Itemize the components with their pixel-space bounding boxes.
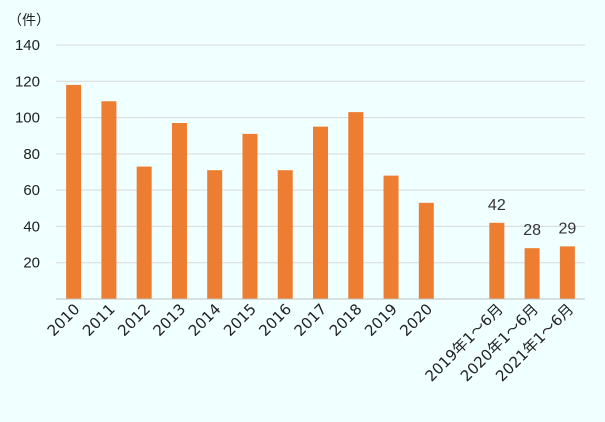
y-tick-label: 80 <box>23 146 40 163</box>
bar <box>383 175 399 299</box>
data-label: 42 <box>488 197 506 214</box>
y-axis-ticks: 20 40 60 80 100 120 140 <box>15 37 40 272</box>
x-tick-label: 2011 <box>79 300 119 340</box>
bar <box>418 202 434 299</box>
x-axis-ticks: 2010201120122013201420152016201720182019… <box>44 300 577 385</box>
bar <box>242 133 258 299</box>
bar <box>101 101 117 299</box>
bar <box>348 112 364 299</box>
data-label: 28 <box>523 222 541 239</box>
x-tick-label: 2017 <box>291 300 331 340</box>
y-tick-label: 60 <box>23 182 40 199</box>
bar <box>207 170 223 299</box>
x-tick-label: 2016 <box>255 300 295 340</box>
y-tick-label: 20 <box>23 255 40 272</box>
y-tick-label: 120 <box>15 73 40 90</box>
x-tick-label: 2010 <box>44 300 84 340</box>
y-unit-label: （件） <box>8 13 50 29</box>
data-labels: 42 28 29 <box>488 197 576 239</box>
x-tick-label: 2018 <box>326 300 366 340</box>
y-tick-label: 140 <box>15 37 40 54</box>
x-tick-label: 2013 <box>150 300 190 340</box>
x-tick-label: 2019 <box>361 300 401 340</box>
y-tick-label: 100 <box>15 110 40 127</box>
bar <box>277 170 293 299</box>
bars <box>66 84 575 300</box>
x-tick-label: 2014 <box>185 300 225 340</box>
bar <box>136 166 152 299</box>
x-tick-label: 2020 <box>396 300 436 340</box>
bar <box>559 246 575 299</box>
y-tick-label: 40 <box>23 218 40 235</box>
x-tick-label: 2012 <box>114 300 154 340</box>
data-label: 29 <box>558 220 576 237</box>
bar <box>171 123 187 299</box>
x-tick-label: 2015 <box>220 300 260 340</box>
bar <box>313 126 328 300</box>
bar <box>524 248 540 299</box>
bar <box>489 222 505 299</box>
bar <box>66 84 82 300</box>
